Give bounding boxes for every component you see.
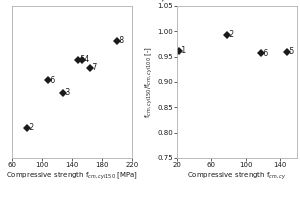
Text: 1: 1 bbox=[179, 46, 186, 55]
Text: 4: 4 bbox=[82, 55, 89, 64]
Text: 5: 5 bbox=[78, 55, 85, 64]
Text: 7: 7 bbox=[90, 63, 97, 72]
Text: 5: 5 bbox=[287, 47, 294, 56]
Text: 2: 2 bbox=[227, 30, 234, 39]
X-axis label: Compressive strength f$_{cm,cy}$: Compressive strength f$_{cm,cy}$ bbox=[188, 171, 287, 182]
Text: 2: 2 bbox=[27, 123, 34, 132]
Y-axis label: f$_{cm,cyl150}$/f$_{cm,cyl100}$ [-]: f$_{cm,cyl150}$/f$_{cm,cyl100}$ [-] bbox=[143, 46, 154, 118]
Text: 8: 8 bbox=[117, 36, 124, 45]
Text: 3: 3 bbox=[63, 88, 70, 97]
Text: b): b) bbox=[155, 0, 165, 1]
X-axis label: Compressive strength f$_{cm,cyl150}$ [MPa]: Compressive strength f$_{cm,cyl150}$ [MP… bbox=[6, 171, 138, 182]
Text: 6: 6 bbox=[48, 76, 55, 85]
Text: 6: 6 bbox=[261, 49, 268, 58]
